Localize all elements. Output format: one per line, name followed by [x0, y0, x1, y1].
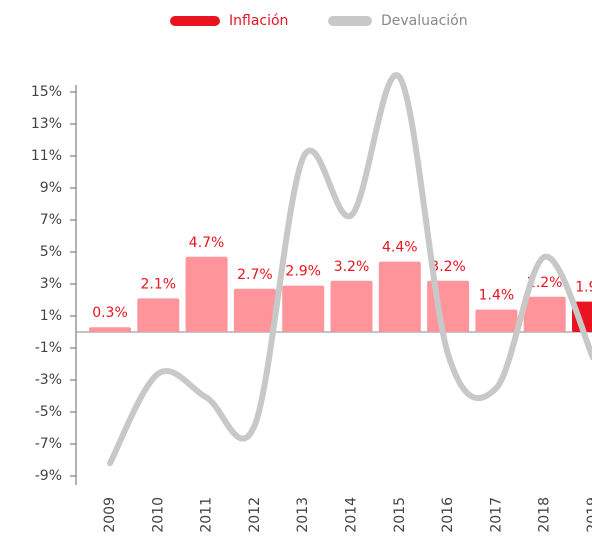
bar	[378, 261, 421, 332]
y-tick-label: 7%	[40, 212, 62, 228]
data-label: 2.2%	[527, 275, 563, 291]
y-tick-label: 11%	[31, 148, 62, 164]
legend-label: Devaluación	[381, 13, 468, 29]
legend-label: Inflación	[229, 13, 288, 29]
x-tick-label: 2018	[537, 497, 553, 533]
y-tick-label: -5%	[35, 404, 62, 420]
x-tick-label: 2017	[488, 497, 504, 533]
y-tick-label: -1%	[35, 340, 62, 356]
bar	[523, 296, 566, 332]
bar	[282, 285, 325, 332]
x-tick-label: 2010	[150, 497, 166, 533]
y-tick-label: 5%	[40, 244, 62, 260]
data-label: 3.2%	[334, 259, 370, 275]
y-tick-label: 1%	[40, 308, 62, 324]
y-tick-label: -9%	[35, 468, 62, 484]
data-label: 2.1%	[141, 276, 177, 292]
y-tick-label: -7%	[35, 436, 62, 452]
bar	[185, 256, 228, 332]
data-label: 4.7%	[189, 235, 225, 251]
bar	[475, 309, 518, 332]
data-label: 1.4%	[479, 288, 515, 304]
data-label: 0.3%	[92, 305, 128, 321]
x-tick-label: 2012	[247, 497, 263, 533]
data-label: 2.9%	[285, 264, 321, 280]
data-label: 2.7%	[237, 267, 273, 283]
data-label: 3.2%	[430, 259, 466, 275]
legend-swatch	[170, 16, 220, 26]
x-tick-label: 2019	[585, 497, 592, 533]
data-label: 4.4%	[382, 240, 418, 256]
y-tick-label: 9%	[40, 180, 62, 196]
x-tick-label: 2009	[102, 497, 118, 533]
bar	[137, 298, 180, 332]
data-label: 1.9%	[575, 280, 592, 296]
y-tick-label: -3%	[35, 372, 62, 388]
y-tick-label: 13%	[31, 116, 62, 132]
x-tick-label: 2011	[199, 497, 215, 533]
x-tick-label: 2014	[344, 497, 360, 533]
line	[107, 72, 592, 467]
bar	[330, 280, 373, 332]
bar	[89, 327, 131, 332]
legend-swatch	[328, 16, 372, 26]
x-tick-label: 2013	[295, 497, 311, 533]
bar	[233, 288, 276, 332]
y-tick-label: 3%	[40, 276, 62, 292]
y-tick-label: 15%	[31, 84, 62, 100]
x-tick-label: 2016	[440, 497, 456, 533]
x-tick-label: 2015	[392, 497, 408, 533]
